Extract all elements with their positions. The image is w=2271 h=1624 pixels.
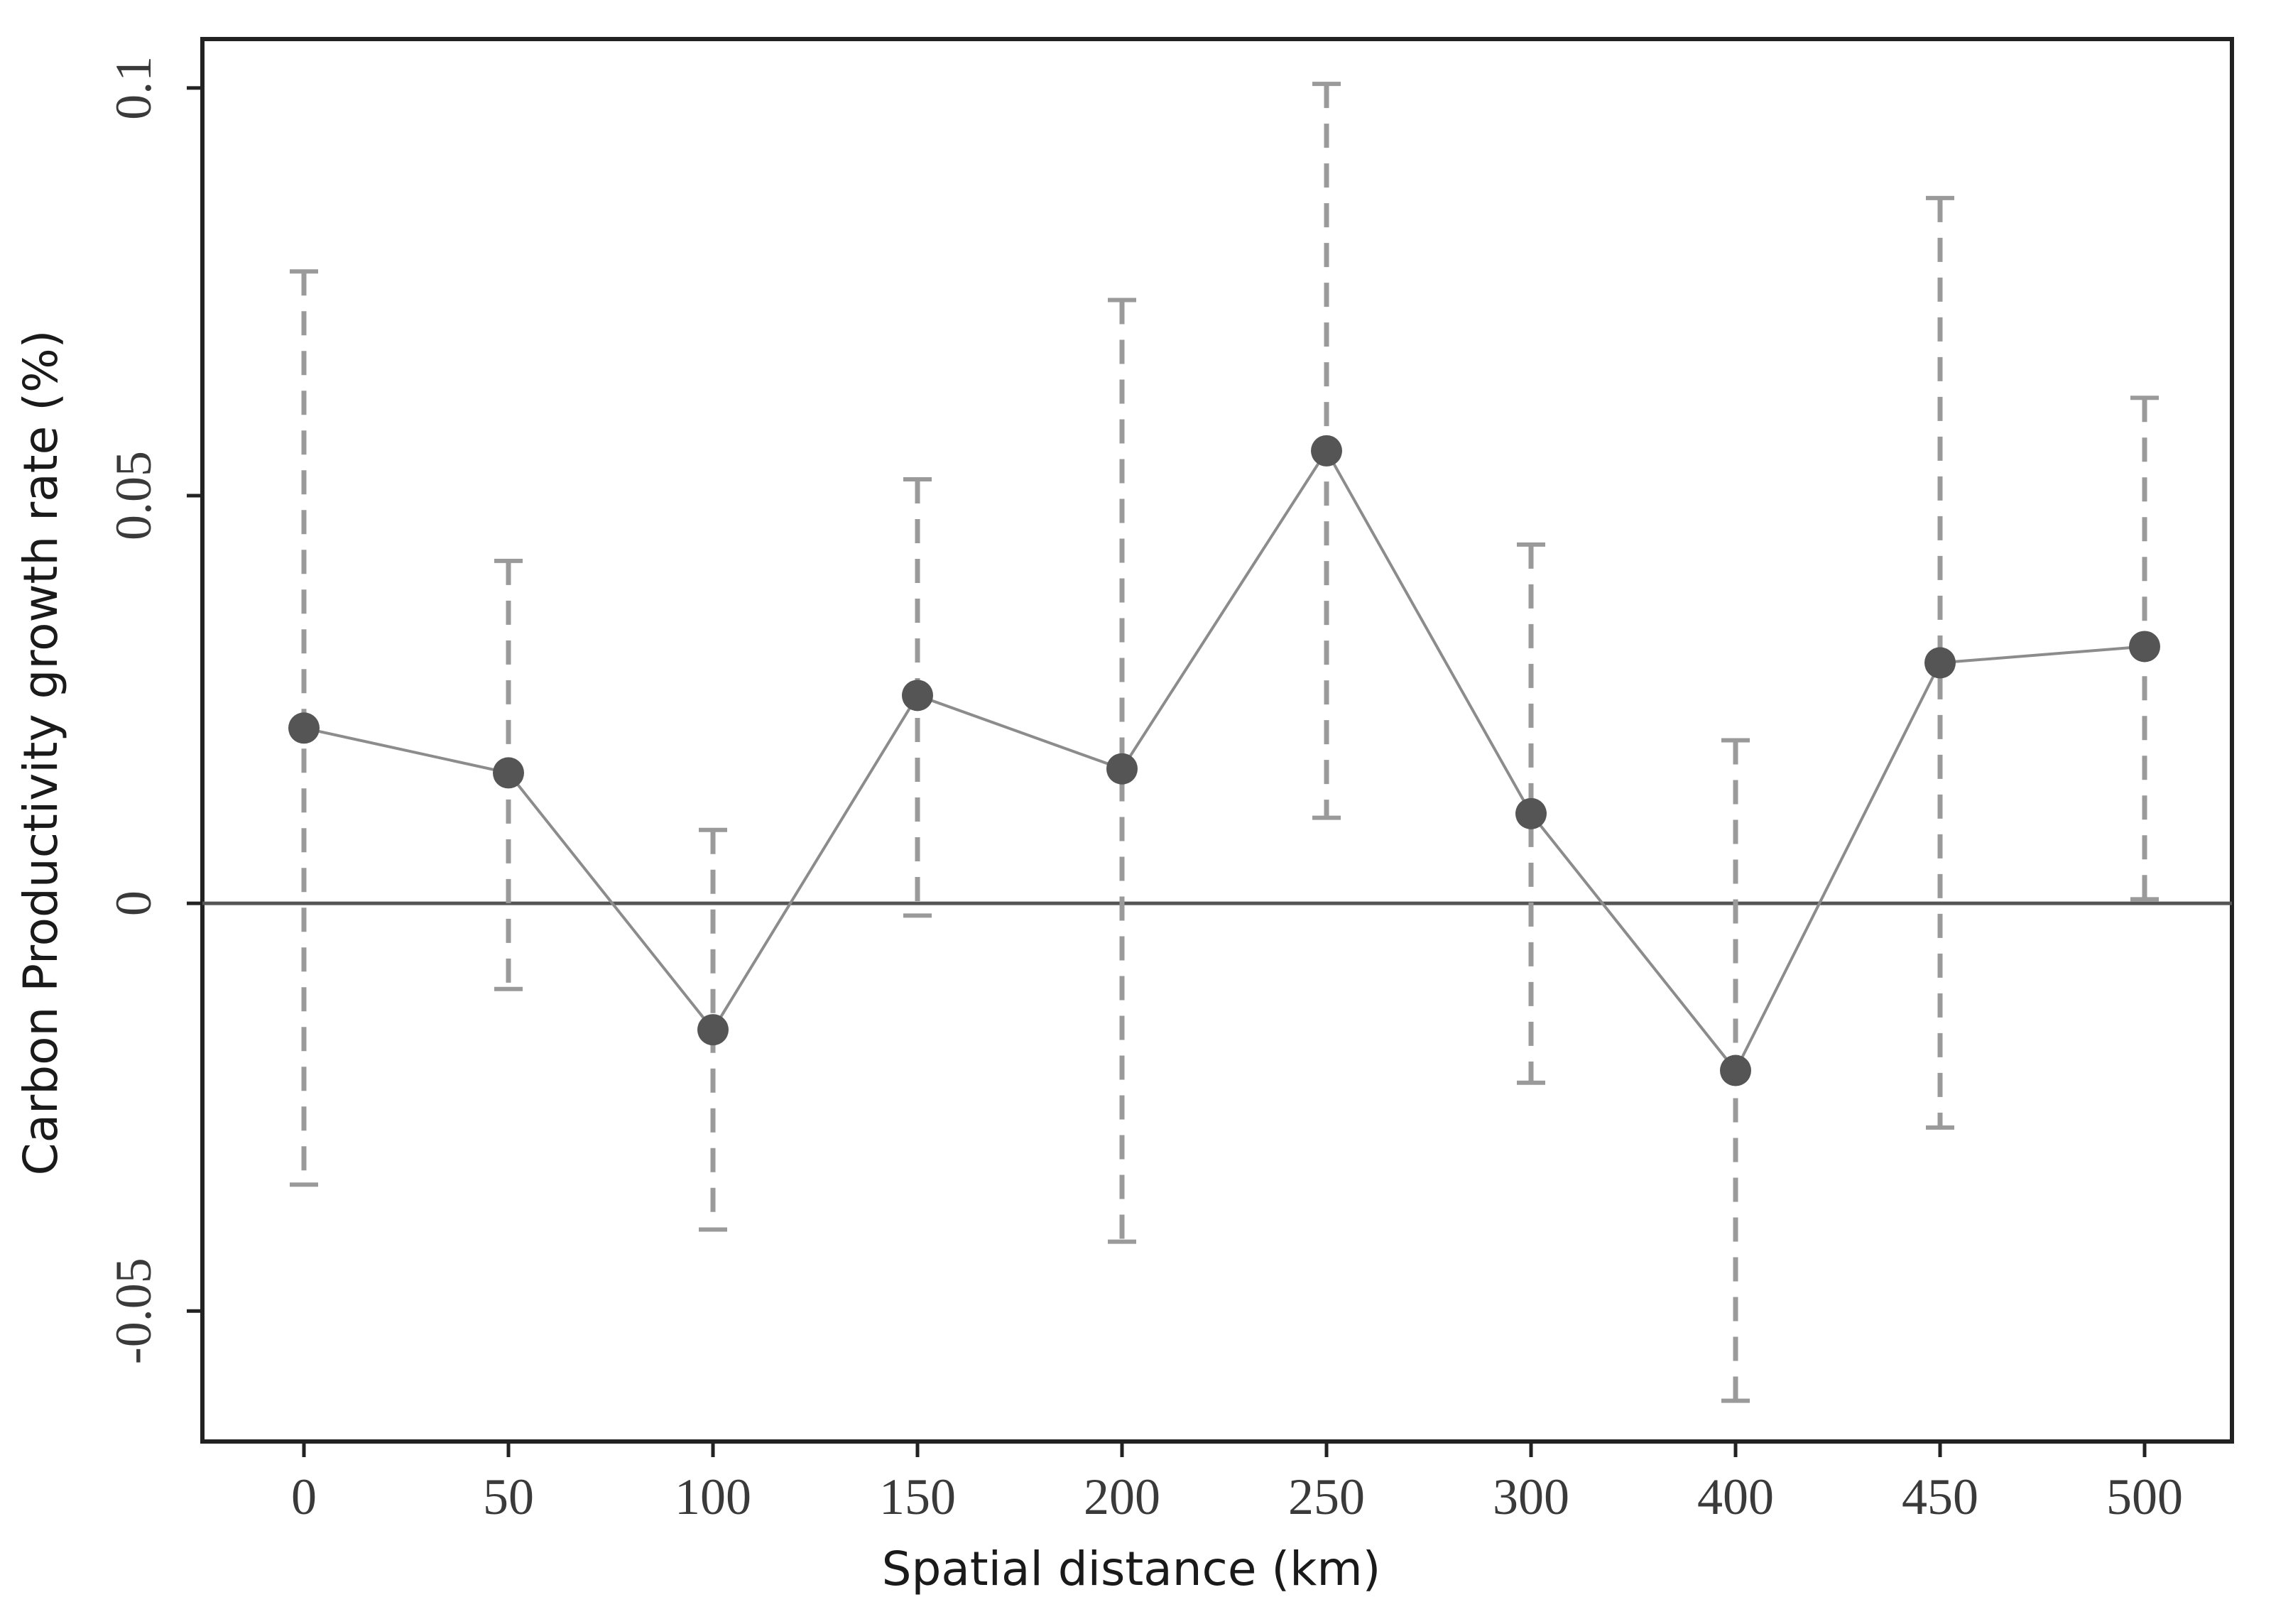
x-tick-label: 300: [1493, 1468, 1569, 1525]
x-tick-label: 50: [483, 1468, 534, 1525]
error-bars: [290, 82, 2159, 1403]
data-point: [1515, 797, 1547, 829]
x-tick-label: 500: [2106, 1468, 2183, 1525]
x-tick-label: 400: [1697, 1468, 1774, 1525]
x-tick-label: 150: [879, 1468, 956, 1525]
x-axis: 0 50 100 150 200 250 300 400 450 500: [291, 1442, 2183, 1525]
y-tick-label: 0: [105, 890, 162, 916]
data-point: [697, 1014, 729, 1046]
data-point: [1106, 753, 1138, 785]
data-point: [288, 712, 320, 744]
data-point: [2129, 631, 2160, 663]
data-point: [493, 757, 524, 789]
data-point: [902, 680, 933, 712]
y-axis: -0.05 0 0.05 0.1: [105, 56, 202, 1364]
y-axis-title: Carbon Productivity growth rate (%): [13, 330, 68, 1176]
data-points: [288, 435, 2160, 1086]
y-tick-label: 0.05: [105, 451, 162, 540]
x-tick-label: 450: [1902, 1468, 1978, 1525]
data-point: [1924, 647, 1956, 679]
x-tick-label: 200: [1084, 1468, 1160, 1525]
x-tick-label: 0: [291, 1468, 317, 1525]
data-point: [1311, 435, 1342, 467]
x-axis-title: Spatial distance (km): [882, 1542, 1381, 1596]
y-tick-label: -0.05: [105, 1258, 162, 1364]
data-point: [1720, 1054, 1751, 1086]
x-tick-label: 100: [675, 1468, 751, 1525]
x-tick-label: 250: [1288, 1468, 1365, 1525]
series-line: [303, 447, 2145, 1074]
plot-frame: [200, 37, 2234, 1444]
y-tick-label: 0.1: [105, 56, 162, 120]
